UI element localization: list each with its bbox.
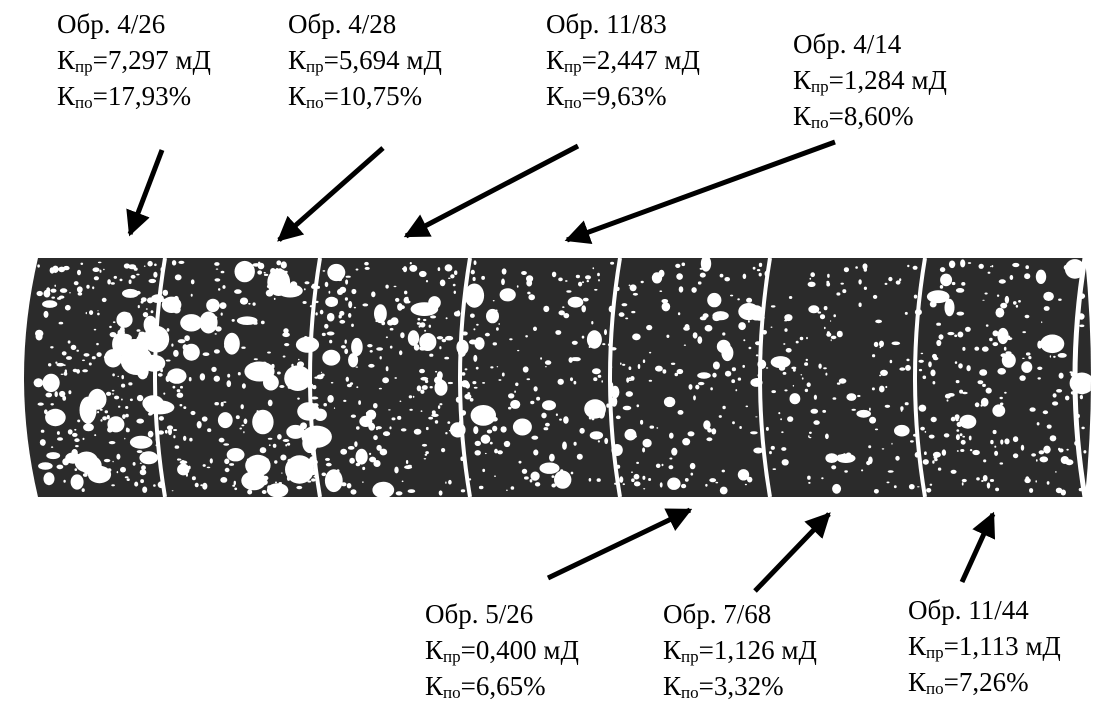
permeability: Кпр=0,400 мД	[425, 635, 579, 666]
arrow-sample-2	[277, 146, 385, 242]
sample-label-7: Обр. 11/44 Кпр=1,113 мД Кпо=7,26%	[908, 592, 1061, 700]
arrow-sample-6	[753, 512, 831, 593]
arrow-sample-5	[546, 507, 693, 581]
arrow-sample-1	[126, 149, 165, 237]
permeability: Кпр=1,284 мД	[793, 65, 947, 96]
permeability: Кпр=1,126 мД	[663, 635, 817, 666]
permeability: Кпр=5,694 мД	[288, 45, 442, 76]
sample-label-4: Обр. 4/14 Кпр=1,284 мД Кпо=8,60%	[793, 26, 947, 134]
arrow-sample-4	[564, 139, 836, 245]
sample-label-3: Обр. 11/83 Кпр=2,447 мД Кпо=9,63%	[546, 6, 700, 114]
core-cylinder	[24, 257, 1091, 498]
sample-id: Обр. 4/28	[288, 9, 397, 39]
sample-id: Обр. 4/14	[793, 29, 902, 59]
sample-id: Обр. 4/26	[57, 9, 166, 39]
permeability: Кпр=2,447 мД	[546, 45, 700, 76]
sample-id: Обр. 7/68	[663, 599, 772, 629]
pore-texture	[33, 258, 1091, 497]
porosity: Кпо=7,26%	[908, 667, 1029, 698]
sample-label-2: Обр. 4/28 Кпр=5,694 мД Кпо=10,75%	[288, 6, 442, 114]
porosity: Кпо=3,32%	[663, 671, 784, 702]
sample-label-6: Обр. 7/68 Кпр=1,126 мД Кпо=3,32%	[663, 596, 817, 704]
porosity: Кпо=10,75%	[288, 81, 423, 112]
porosity: Кпо=8,60%	[793, 101, 914, 132]
porosity: Кпо=6,65%	[425, 671, 546, 702]
porosity: Кпо=9,63%	[546, 81, 667, 112]
arrow-sample-7	[959, 511, 996, 584]
sample-id: Обр. 11/83	[546, 9, 667, 39]
arrows	[126, 139, 996, 593]
sample-label-5: Обр. 5/26 Кпр=0,400 мД Кпо=6,65%	[425, 596, 579, 704]
sample-id: Обр. 11/44	[908, 595, 1029, 625]
arrow-sample-3	[403, 143, 580, 239]
porosity: Кпо=17,93%	[57, 81, 192, 112]
sample-id: Обр. 5/26	[425, 599, 534, 629]
permeability: Кпр=1,113 мД	[908, 631, 1061, 662]
permeability: Кпр=7,297 мД	[57, 45, 211, 76]
segment-dividers	[153, 257, 1088, 498]
sample-label-1: Обр. 4/26 Кпр=7,297 мД Кпо=17,93%	[57, 6, 211, 114]
